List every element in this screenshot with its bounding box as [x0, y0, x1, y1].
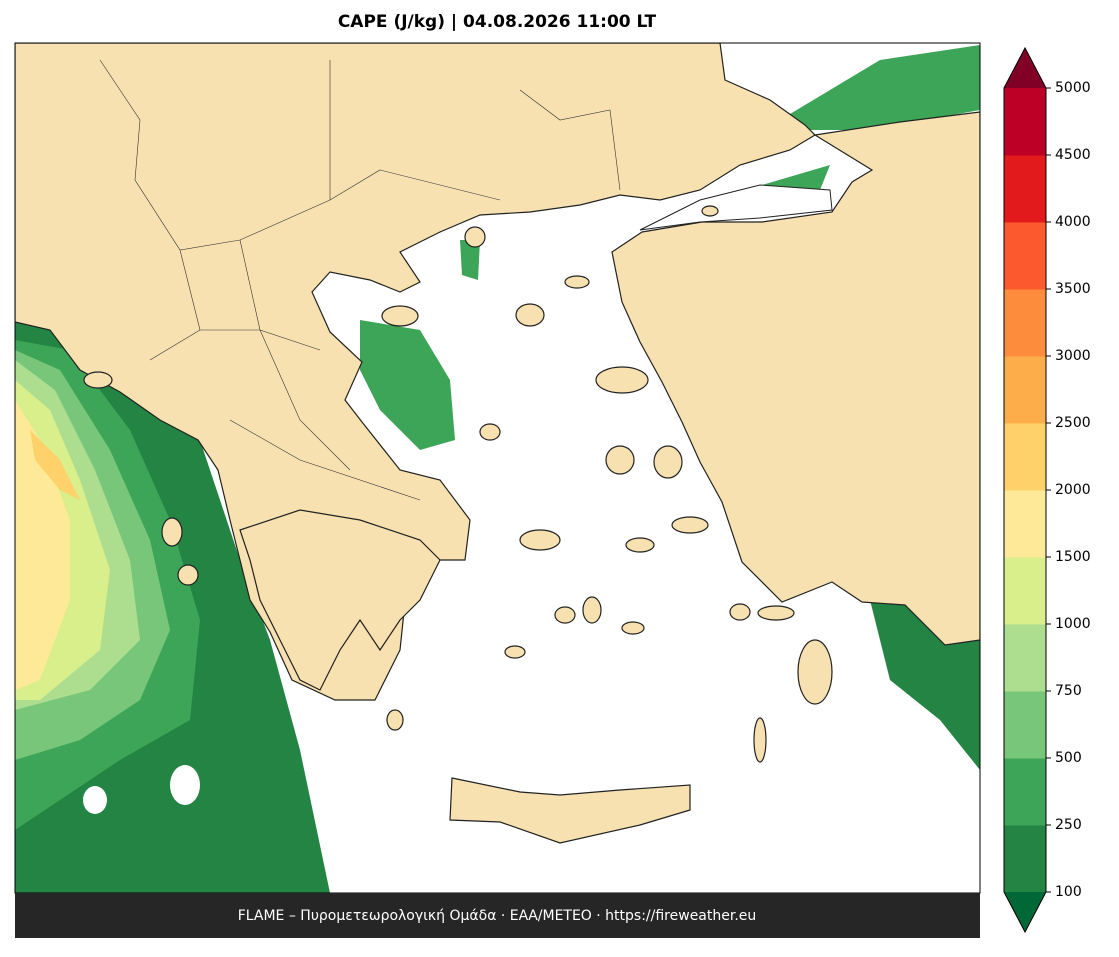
- colorbar-band: [1004, 289, 1046, 357]
- colorbar-band: [1004, 758, 1046, 826]
- land: [611, 111, 980, 646]
- marmara: [639, 184, 833, 231]
- colorbar-tick-label: 250: [1055, 817, 1082, 833]
- footer-bar: [15, 893, 980, 938]
- colorbar: 100 250 500 750 1000 1500 2000 2500 3000 3500 4000…: [1003, 46, 1091, 934]
- colorbar-band: [1004, 356, 1046, 424]
- colorbar-band: [1004, 155, 1046, 223]
- colorbar-tick-label: 4500: [1055, 147, 1091, 163]
- footer-text: FLAME – Πυρομετεωρολογική Ομάδα · ΕΑΑ/ME…: [238, 908, 757, 924]
- cape-field: [780, 45, 980, 130]
- colorbar-tick-label: 3000: [1055, 348, 1091, 364]
- colorbar-tick-label: 2000: [1055, 482, 1091, 498]
- cape-field: [360, 320, 455, 450]
- colorbar-tick-label: 100: [1055, 884, 1082, 900]
- cape-gap: [170, 765, 200, 805]
- colorbar-tick-label: 500: [1055, 750, 1082, 766]
- map: FLAME – Πυρομετεωρολογική Ομάδα · ΕΑΑ/ME…: [14, 42, 981, 938]
- colorbar-band: [1004, 691, 1046, 759]
- cape-gap: [83, 786, 107, 814]
- colorbar-tick-label: 2500: [1055, 415, 1091, 431]
- colorbar-tick-label: 1500: [1055, 549, 1091, 565]
- colorbar-band: [1004, 825, 1046, 893]
- land: [239, 509, 441, 691]
- colorbar-tick-label: 3500: [1055, 281, 1091, 297]
- colorbar-tick-label: 5000: [1055, 80, 1091, 96]
- islands: [83, 205, 833, 763]
- colorbar-band: [1004, 88, 1046, 156]
- colorbar-tick-label: 750: [1055, 683, 1082, 699]
- cape-field: [30, 430, 80, 500]
- map-title: CAPE (J/kg) | 04.08.2026 11:00 LT: [338, 12, 657, 32]
- colorbar-tick-label: 1000: [1055, 616, 1091, 632]
- land: [15, 43, 816, 701]
- colorbar-tick-label: 4000: [1055, 214, 1091, 230]
- cape-field: [460, 240, 480, 280]
- cape-field: [15, 400, 70, 690]
- colorbar-band: [1004, 423, 1046, 491]
- border: [99, 59, 621, 501]
- colorbar-under: [1004, 892, 1046, 932]
- colorbar-over: [1004, 48, 1046, 88]
- land: [449, 777, 691, 844]
- colorbar-band: [1004, 557, 1046, 625]
- colorbar-band: [1004, 222, 1046, 290]
- colorbar-band: [1004, 490, 1046, 558]
- colorbar-band: [1004, 624, 1046, 692]
